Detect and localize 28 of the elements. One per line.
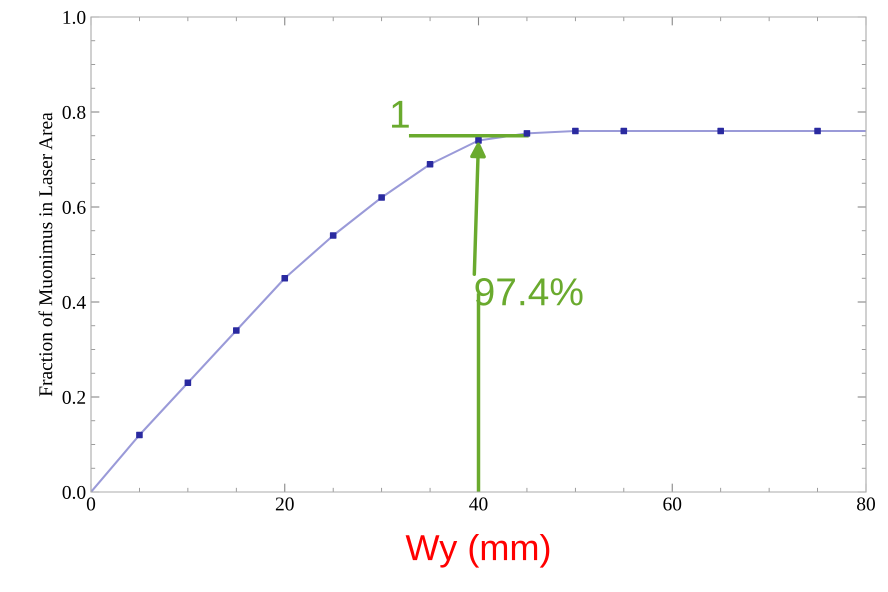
annotation: 97.4% (475, 278, 583, 306)
x-tick-label: 40 (469, 497, 488, 511)
x-tick-label: 60 (663, 497, 682, 511)
point (475, 137, 482, 144)
y-axis-title: Fraction of Muonimus in Laser Area (38, 112, 52, 396)
x-tick-label: 80 (857, 497, 875, 511)
point (378, 194, 385, 201)
x-axis-title: Wy (mm) (406, 534, 550, 568)
point (717, 128, 724, 134)
annotation: 1 (392, 100, 409, 128)
point (572, 128, 579, 134)
x-tick-label: 0 (86, 497, 96, 511)
point (524, 130, 530, 137)
point (184, 379, 192, 386)
y-tick-label: 0.6 (62, 200, 86, 214)
y-tick-label: 0.4 (62, 296, 86, 310)
y-tick-label: 0.2 (62, 390, 86, 404)
point (233, 327, 240, 334)
x-tick-label: 20 (276, 497, 294, 511)
point (281, 274, 288, 282)
point (620, 128, 628, 134)
y-tick-label: 0.8 (62, 106, 86, 120)
y-tick-label: 0.0 (62, 486, 86, 500)
point (136, 432, 143, 438)
point (330, 232, 336, 239)
point (814, 128, 821, 134)
point (426, 160, 434, 168)
y-tick-label: 1.0 (64, 10, 86, 24)
